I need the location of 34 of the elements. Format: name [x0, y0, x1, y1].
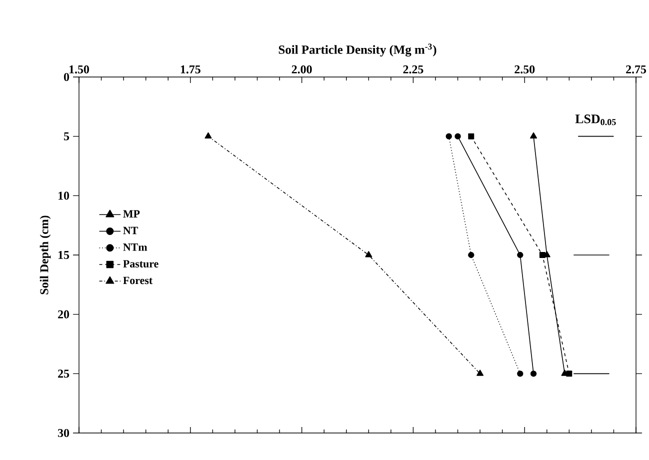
y-tick-label: 30 — [58, 428, 70, 438]
legend-label: NTm — [123, 244, 148, 251]
point — [517, 252, 524, 258]
x-tick-label: 1.50 — [69, 65, 89, 74]
y-tick-label: 5 — [64, 132, 70, 140]
x-tick-label: 1.75 — [180, 65, 200, 74]
legend-label: Pasture — [123, 260, 158, 268]
y-tick-label: 15 — [58, 251, 70, 259]
annotation: LSD$_{0.05}$ — [575, 114, 616, 126]
y-tick-label: 0 — [64, 72, 70, 82]
x-tick-label: 2.50 — [514, 65, 535, 74]
point — [566, 370, 572, 377]
point — [530, 370, 537, 377]
point — [446, 133, 452, 140]
legend-label: MP — [123, 210, 140, 218]
y-tick-label: 20 — [58, 310, 70, 318]
x-tick-label: 2.00 — [292, 65, 312, 74]
point — [204, 132, 212, 139]
y-axis-title: Soil Depth (cm) — [40, 216, 51, 294]
point — [530, 132, 538, 139]
x-tick-label: 2.25 — [403, 65, 424, 74]
x-tick-label: 2.75 — [626, 65, 646, 74]
point — [365, 251, 372, 258]
point — [539, 252, 546, 258]
point — [468, 252, 474, 258]
legend-label: NT — [123, 226, 138, 234]
point — [517, 370, 524, 377]
y-tick-label: 10 — [58, 192, 70, 200]
y-tick-label: 25 — [58, 370, 70, 378]
point — [454, 133, 461, 140]
legend-label: Forest — [123, 276, 153, 284]
point — [468, 133, 474, 140]
point — [476, 370, 484, 376]
x-axis-title: Soil Particle Density (Mg m$^{-3}$) — [278, 44, 436, 57]
